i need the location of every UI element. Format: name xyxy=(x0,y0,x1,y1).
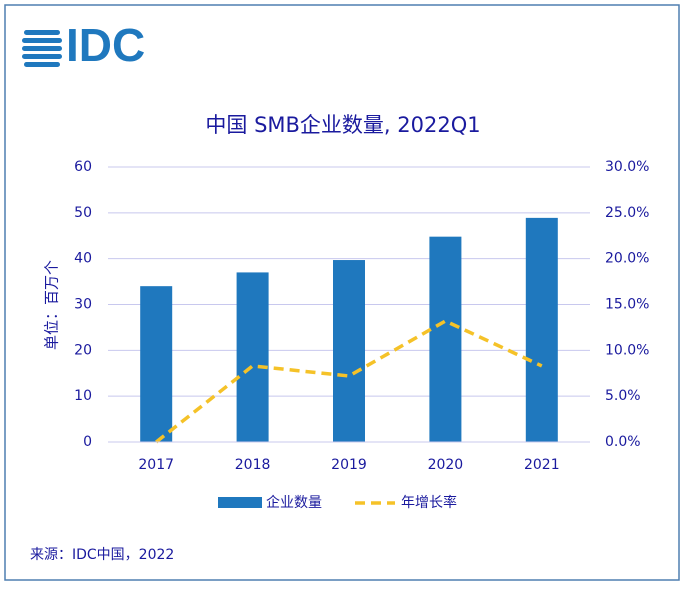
y2-tick-label: 5.0% xyxy=(605,388,641,404)
y-axis-label: 单位：百万个 xyxy=(43,260,61,350)
bar xyxy=(140,286,173,442)
y-tick-label: 10 xyxy=(74,388,92,404)
bar xyxy=(236,272,269,442)
logo-icon xyxy=(22,30,62,67)
x-tick-label: 2019 xyxy=(331,457,367,473)
legend-label: 年增长率 xyxy=(401,494,457,511)
chart-title: 中国 SMB企业数量, 2022Q1 xyxy=(205,113,480,137)
y-tick-label: 30 xyxy=(74,297,92,313)
legend-label: 企业数量 xyxy=(266,494,322,511)
y2-tick-label: 20.0% xyxy=(605,251,649,267)
source-note: 来源：IDC中国，2022 xyxy=(30,547,174,563)
y-tick-label: 60 xyxy=(74,159,92,175)
x-tick-label: 2018 xyxy=(235,457,271,473)
bar xyxy=(525,217,558,442)
y2-tick-label: 25.0% xyxy=(605,205,649,221)
y-tick-label: 50 xyxy=(74,205,92,221)
x-tick-label: 2017 xyxy=(138,457,174,473)
y2-tick-label: 30.0% xyxy=(605,159,649,175)
logo-text: IDC xyxy=(66,19,145,71)
growth-line xyxy=(155,319,543,444)
y-tick-label: 20 xyxy=(74,342,92,358)
legend-swatch xyxy=(218,497,262,508)
x-tick-label: 2021 xyxy=(524,457,560,473)
y2-tick-label: 15.0% xyxy=(605,297,649,313)
y2-tick-label: 10.0% xyxy=(605,342,649,358)
y-tick-label: 40 xyxy=(74,251,92,267)
x-tick-label: 2020 xyxy=(428,457,464,473)
bar xyxy=(333,260,365,442)
bar xyxy=(429,236,462,442)
y2-tick-label: 0.0% xyxy=(605,434,641,450)
y-tick-label: 0 xyxy=(83,434,92,450)
